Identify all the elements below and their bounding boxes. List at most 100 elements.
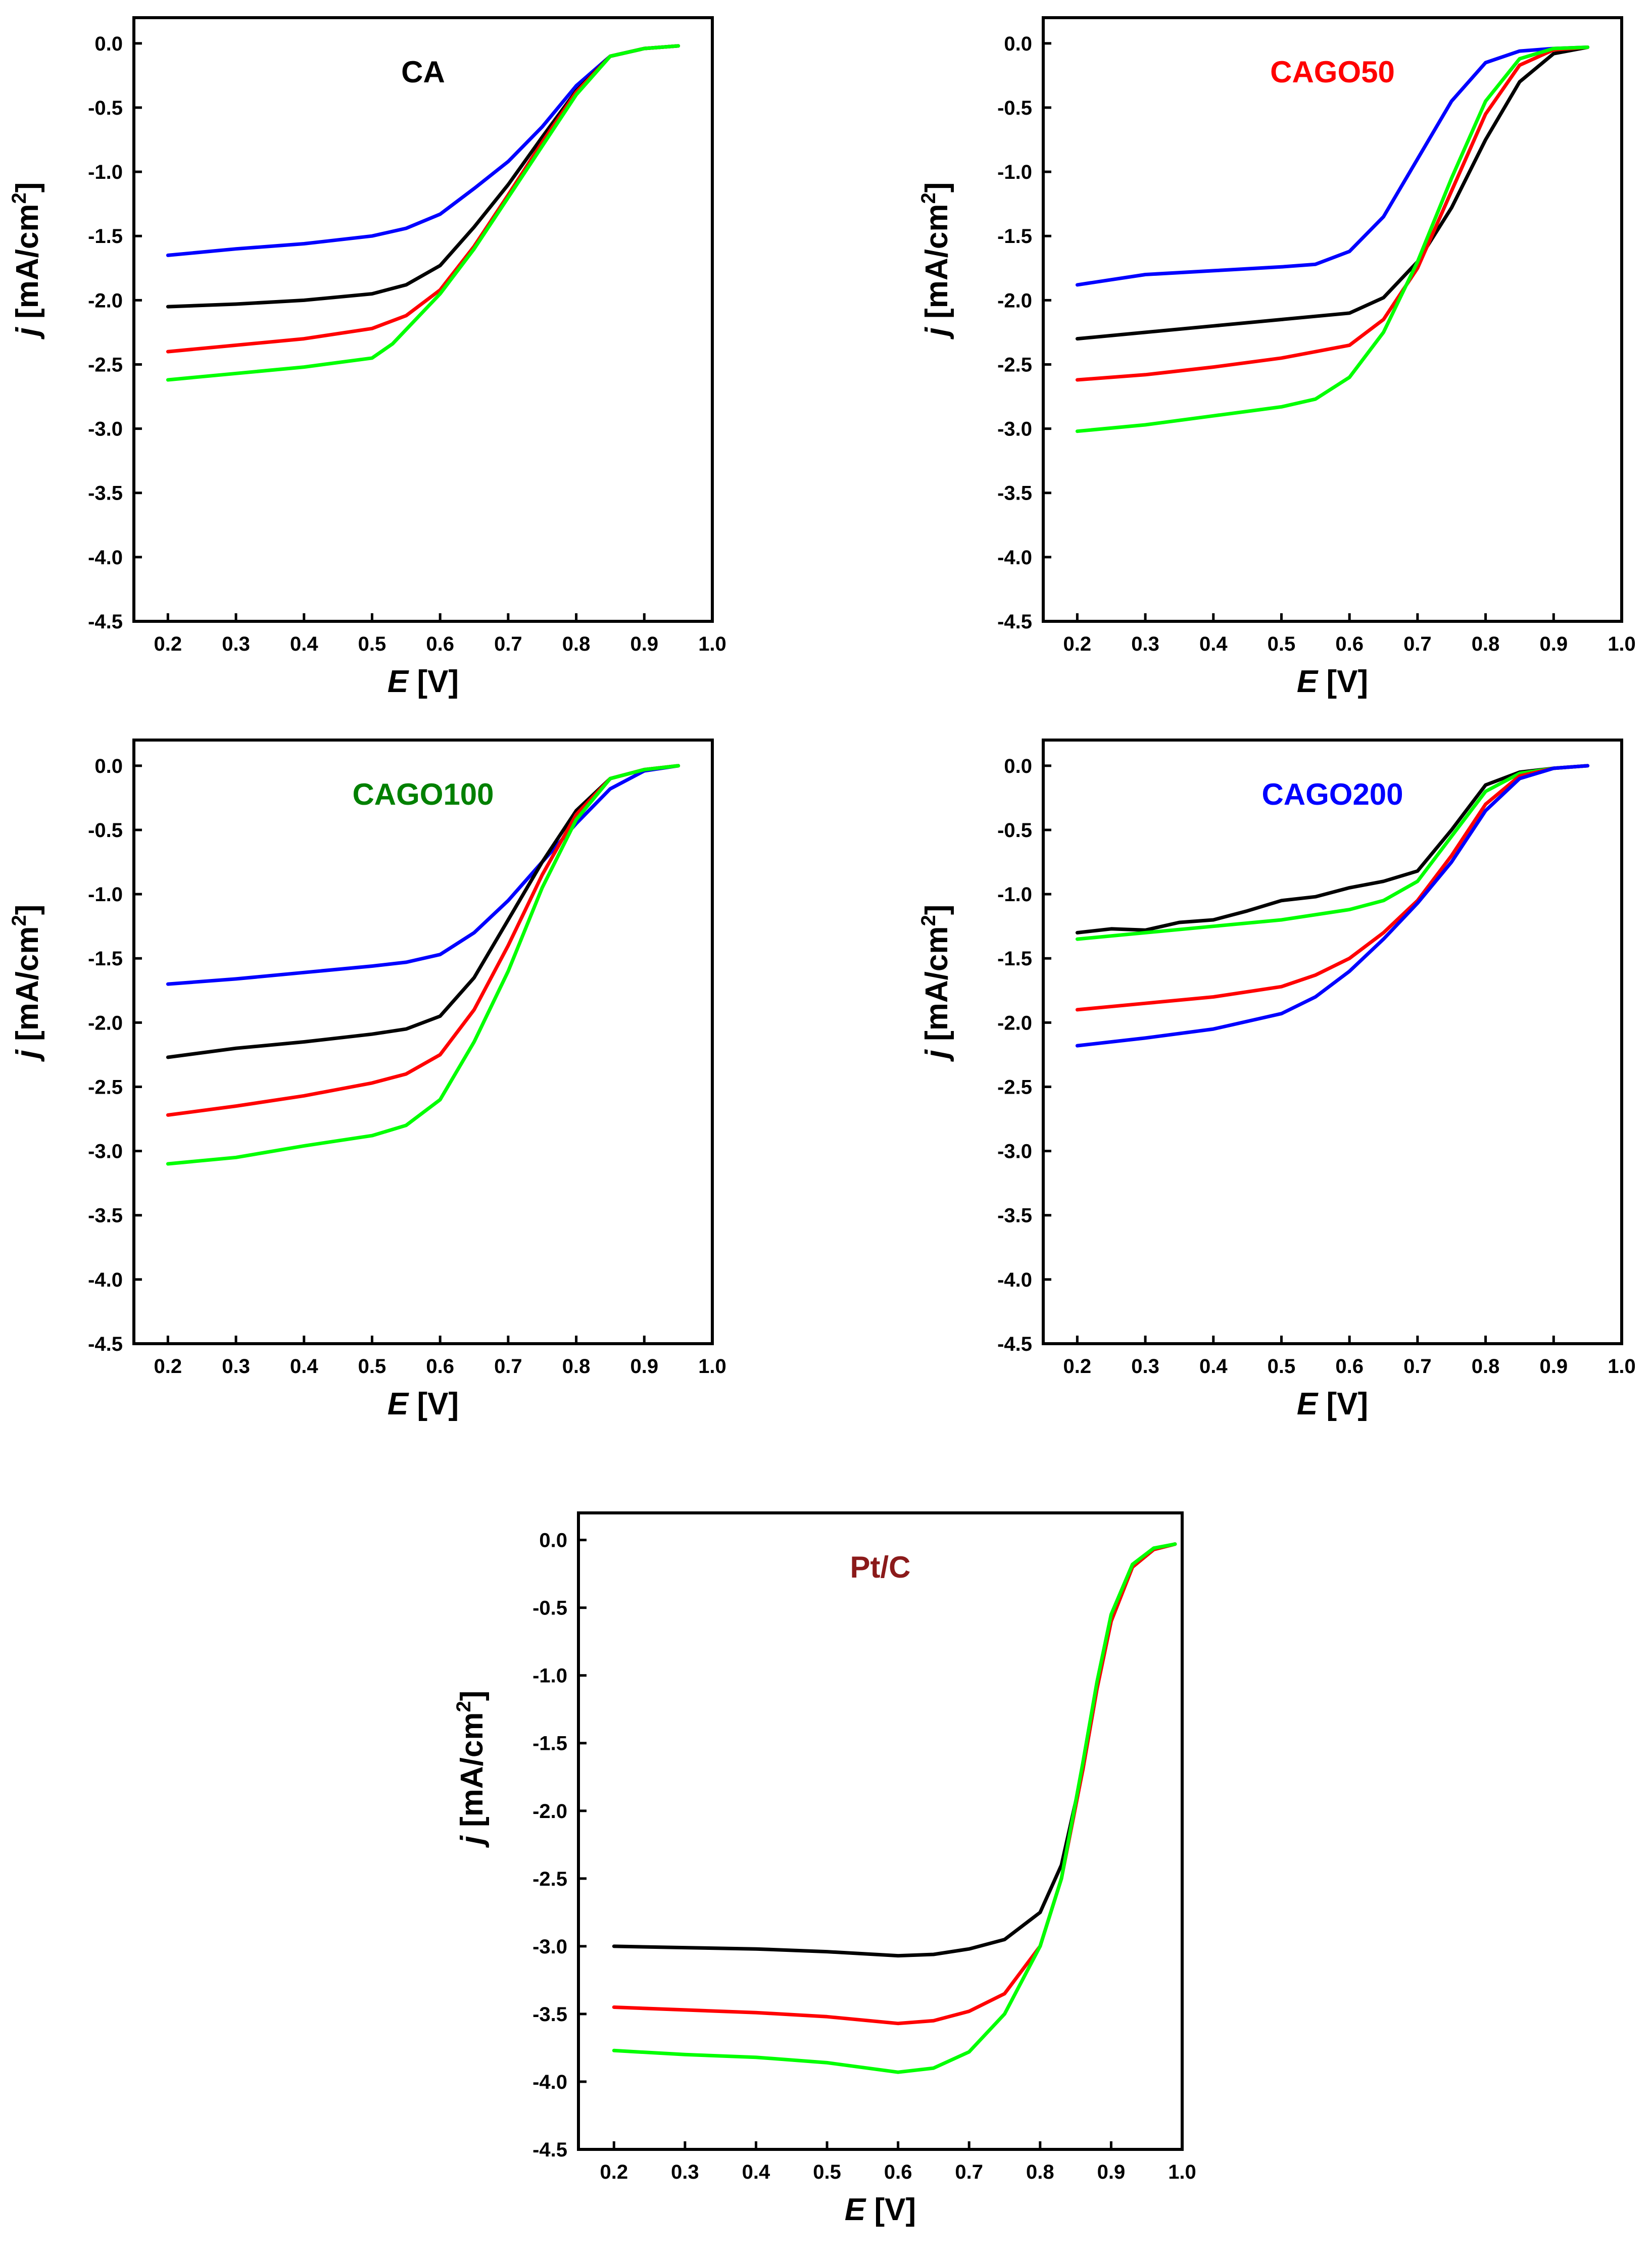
y-tick-label: -3.0 [88,1141,123,1163]
x-tick-label: 0.2 [600,2161,628,2183]
x-tick-label: 0.4 [742,2161,770,2183]
x-axis-unit: [V] [417,664,459,699]
y-tick-label: 0.0 [94,755,123,777]
y-axis-unit: [mA/cm [919,926,954,1041]
y-tick-label: -4.0 [997,1269,1032,1291]
x-tick-label: 1.0 [1608,1355,1636,1378]
x-tick-label: 1.0 [1168,2161,1196,2183]
y-tick-label: -1.0 [88,883,123,906]
y-axis-label: j [mA/cm2] [8,182,45,340]
plot-frame [577,1511,1184,2151]
x-axis-symbol: E [1297,664,1319,699]
x-tick-label: 0.8 [1472,1355,1500,1378]
x-tick-label: 0.7 [1403,633,1432,655]
x-tick-label: 0.4 [1199,1355,1228,1378]
x-tick-label: 0.5 [1268,1355,1296,1378]
y-axis-unit-close: ] [919,905,954,915]
y-axis-unit: [mA/cm [919,204,954,319]
x-tick-label: 0.3 [1131,1355,1159,1378]
x-tick-label: 0.8 [1472,633,1500,655]
y-tick-label: -4.5 [532,2139,567,2161]
series-line-2 [1075,764,1590,941]
y-axis-unit: [mA/cm [10,204,45,319]
x-axis-unit: [V] [1326,664,1368,699]
y-axis-unit-superscript: 2 [917,915,940,926]
y-tick-label: -4.5 [997,1333,1032,1355]
x-tick-label: 1.0 [1608,633,1636,655]
y-tick-label: -0.5 [532,1597,567,1619]
y-axis-label: j [mA/cm2] [917,182,954,340]
y-axis-label: j [mA/cm2] [8,905,45,1062]
x-tick-label: 0.6 [1335,1355,1364,1378]
x-axis-label: E [V] [1297,1387,1368,1421]
x-tick-label: 1.0 [698,633,726,655]
x-tick-label: 0.7 [1403,1355,1432,1378]
y-tick-label: -1.0 [532,1665,567,1687]
y-tick-label: 0.0 [539,1530,567,1552]
x-axis-label: E [V] [1297,664,1368,699]
y-tick-label: -4.0 [88,547,123,569]
x-tick-label: 0.3 [222,633,250,655]
plot-frame [1042,739,1623,1345]
x-axis-unit: [V] [1326,1387,1368,1421]
panel-title: CA [401,55,445,89]
plot-frame [132,16,714,623]
y-tick-label: 0.0 [1004,33,1032,55]
y-tick-label: -2.5 [997,1076,1032,1098]
y-tick-label: -3.0 [88,418,123,440]
y-tick-label: -4.0 [997,547,1032,569]
y-tick-label: -1.0 [997,161,1032,183]
plot-frame [132,739,714,1345]
y-tick-label: -1.5 [997,948,1032,970]
y-tick-label: -2.0 [532,1800,567,1823]
x-tick-label: 0.5 [358,633,386,655]
x-axis-symbol: E [1297,1387,1319,1421]
y-tick-label: -4.5 [88,611,123,633]
x-tick-label: 0.6 [884,2161,912,2183]
y-tick-label: -4.0 [88,1269,123,1291]
x-tick-label: 0.5 [358,1355,386,1378]
x-tick-label: 1.0 [698,1355,726,1378]
y-tick-label: -3.0 [532,1936,567,1958]
series-line-4 [1075,764,1590,1048]
y-axis-unit: [mA/cm [10,926,45,1041]
x-tick-label: 0.3 [671,2161,699,2183]
y-axis-unit-close: ] [10,905,45,915]
x-axis-label: E [V] [387,1387,459,1421]
x-tick-label: 0.8 [562,1355,591,1378]
y-tick-label: -0.5 [997,97,1032,119]
x-tick-label: 0.4 [1199,633,1228,655]
x-axis-unit: [V] [417,1387,459,1421]
y-tick-label: -1.5 [88,225,123,248]
series-line-1 [1075,764,1590,935]
chart-panel-4: 0.2 0.3 0.4 0.5 0.6 0.7 0.8 0.9 1.0 0.0 -0.5 -1.0 -1… [917,739,1636,1421]
y-axis-unit-superscript: 2 [453,1701,475,1712]
x-axis-symbol: E [845,2192,866,2227]
x-axis-symbol: E [387,664,409,699]
x-tick-label: 0.3 [222,1355,250,1378]
x-tick-label: 0.3 [1131,633,1159,655]
chart-panel-3: 0.2 0.3 0.4 0.5 0.6 0.7 0.8 0.9 1.0 0.0 -0.5 -1.0 -1… [8,739,726,1421]
y-axis-unit-superscript: 2 [917,192,940,204]
x-tick-label: 0.9 [630,633,658,655]
y-tick-label: -0.5 [997,819,1032,842]
x-tick-label: 0.6 [426,1355,454,1378]
series-line-3 [612,1542,1177,2074]
y-tick-label: -3.0 [997,1141,1032,1163]
series-line-4 [1075,45,1590,433]
x-tick-label: 0.7 [494,1355,522,1378]
y-tick-label: -3.5 [88,1205,123,1227]
x-tick-label: 0.9 [1539,1355,1568,1378]
x-tick-label: 0.8 [1026,2161,1054,2183]
chart-panel-1: 0.2 0.3 0.4 0.5 0.6 0.7 0.8 0.9 1.0 0.0 -0.5 -1.0 -1… [8,16,726,699]
series-line-2 [1075,45,1590,341]
x-tick-label: 0.7 [494,633,522,655]
x-tick-label: 0.7 [955,2161,983,2183]
x-axis-unit: [V] [874,2192,916,2227]
x-axis-label: E [V] [387,664,459,699]
x-tick-label: 0.9 [1539,633,1568,655]
x-tick-label: 0.6 [1335,633,1364,655]
y-tick-label: -4.5 [88,1333,123,1355]
y-tick-label: -2.0 [88,289,123,312]
